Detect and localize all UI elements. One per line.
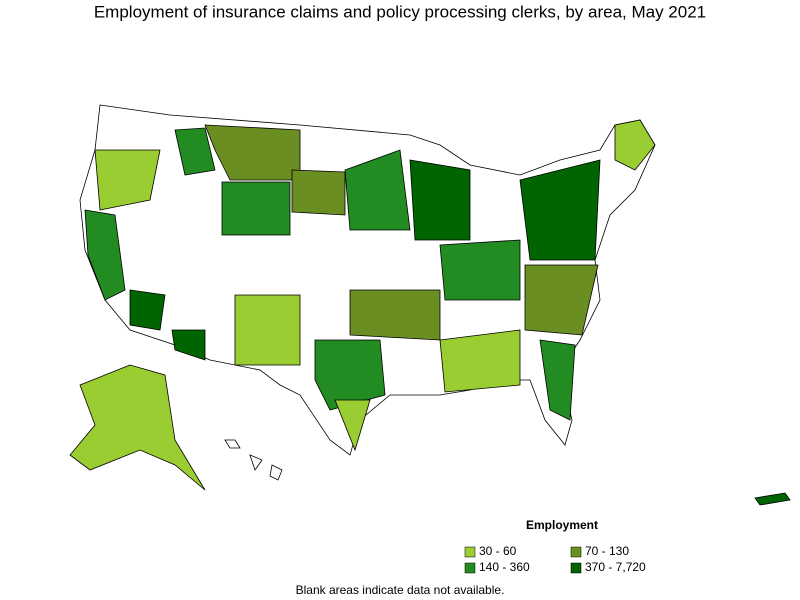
- legend-swatch: [570, 546, 582, 558]
- region: [291, 169, 346, 216]
- legend-swatch: [570, 562, 582, 574]
- region: [129, 289, 166, 331]
- region: [334, 399, 371, 452]
- legend-swatch: [464, 562, 476, 574]
- region: [84, 209, 126, 301]
- legend-label: 140 - 360: [479, 560, 530, 574]
- region: [539, 339, 576, 421]
- region: [221, 181, 291, 236]
- region: [94, 149, 161, 211]
- hawaii: [249, 454, 263, 471]
- region: [524, 264, 599, 336]
- legend: Employment 30 - 60 70 - 130 140 - 360 370 -…: [464, 518, 646, 574]
- legend-label: 370 - 7,720: [585, 560, 646, 574]
- hawaii: [269, 464, 283, 481]
- region: [174, 127, 216, 176]
- map: [69, 104, 791, 506]
- region: [614, 119, 656, 171]
- footnote: Blank areas indicate data not available.: [296, 583, 505, 597]
- legend-label: 70 - 130: [585, 544, 629, 558]
- alaska: [69, 364, 206, 491]
- legend-swatch: [464, 546, 476, 558]
- region: [349, 289, 441, 341]
- region: [409, 159, 471, 241]
- region: [439, 329, 521, 393]
- map-title: Employment of insurance claims and polic…: [94, 2, 706, 21]
- region: [171, 329, 206, 361]
- region: [204, 124, 301, 181]
- legend-label: 30 - 60: [479, 544, 517, 558]
- region: [439, 239, 521, 301]
- legend-title: Employment: [526, 518, 598, 532]
- region: [234, 294, 301, 366]
- region: [519, 159, 601, 261]
- hawaii: [224, 439, 241, 449]
- region: [344, 149, 411, 231]
- puerto-rico: [754, 492, 791, 506]
